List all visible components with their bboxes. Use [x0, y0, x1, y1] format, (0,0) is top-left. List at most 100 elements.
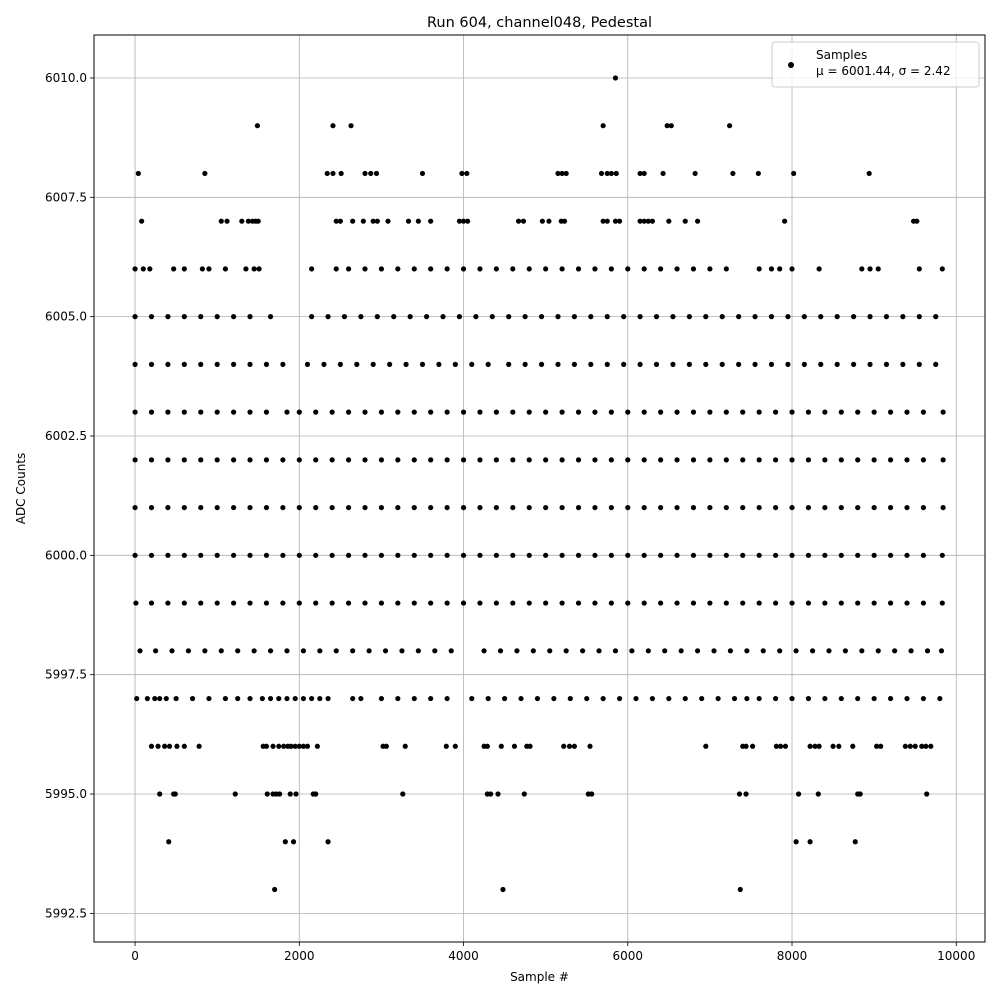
- data-point: [736, 314, 742, 320]
- data-point: [148, 743, 155, 749]
- data-point: [267, 314, 274, 320]
- data-point: [772, 504, 779, 511]
- data-point: [251, 266, 257, 272]
- data-point: [801, 361, 807, 367]
- data-point: [637, 361, 643, 367]
- data-point: [214, 361, 220, 367]
- data-point: [395, 409, 401, 415]
- data-point: [510, 409, 516, 415]
- data-point: [645, 648, 651, 654]
- data-point: [370, 361, 376, 367]
- data-point: [543, 600, 549, 606]
- x-tick-label: 2000: [284, 949, 315, 963]
- data-point: [555, 361, 561, 367]
- data-point: [405, 218, 412, 224]
- data-point: [756, 600, 762, 606]
- data-point: [612, 75, 619, 81]
- data-point: [362, 552, 368, 558]
- data-point: [543, 409, 549, 415]
- data-point: [907, 743, 913, 749]
- data-point: [547, 648, 553, 654]
- data-point: [444, 552, 450, 558]
- data-point: [904, 600, 910, 606]
- data-point: [743, 743, 749, 749]
- data-point: [674, 457, 680, 463]
- data-point: [875, 648, 881, 654]
- data-point: [501, 695, 508, 702]
- data-point: [641, 552, 647, 558]
- data-point: [477, 600, 483, 606]
- data-point: [428, 457, 434, 463]
- data-point: [604, 170, 610, 177]
- data-point: [773, 743, 780, 749]
- data-point: [214, 552, 220, 558]
- data-point: [940, 409, 946, 415]
- data-point: [613, 170, 619, 177]
- data-point: [354, 361, 360, 367]
- y-tick-label: 5997.5: [45, 668, 87, 682]
- data-point: [510, 504, 516, 511]
- data-point: [419, 170, 426, 177]
- data-point: [489, 314, 495, 320]
- data-point: [148, 314, 155, 320]
- data-point: [561, 218, 568, 224]
- y-tick-label: 6010.0: [45, 71, 87, 85]
- data-point: [592, 266, 598, 272]
- data-point: [231, 361, 237, 367]
- data-point: [723, 552, 729, 558]
- data-point: [198, 504, 204, 511]
- data-point: [887, 409, 894, 415]
- data-point: [526, 600, 532, 606]
- data-point: [428, 695, 434, 702]
- data-point: [270, 743, 276, 749]
- data-point: [658, 457, 664, 463]
- data-point: [719, 361, 725, 367]
- data-point: [181, 314, 187, 320]
- data-point: [411, 695, 417, 702]
- y-tick-label: 5992.5: [45, 906, 87, 920]
- data-point: [214, 600, 220, 606]
- data-point: [515, 218, 522, 224]
- data-point: [666, 695, 672, 702]
- chart-title: Run 604, channel048, Pedestal: [427, 15, 652, 31]
- data-point: [132, 457, 138, 463]
- data-point: [805, 695, 812, 702]
- data-point: [296, 552, 302, 558]
- data-point: [641, 504, 647, 511]
- data-point: [822, 695, 828, 702]
- data-point: [600, 218, 606, 224]
- data-point: [522, 314, 528, 320]
- data-point: [132, 504, 138, 511]
- data-point: [280, 457, 286, 463]
- data-point: [731, 695, 738, 702]
- data-point: [526, 504, 532, 511]
- data-point: [460, 457, 467, 463]
- data-point: [871, 457, 877, 463]
- data-point: [789, 457, 795, 463]
- data-point: [370, 218, 376, 224]
- y-axis-ticks: 5992.5 5995.0 5997.5 6000.0 6002.5 6005.0 6007…: [45, 71, 94, 920]
- data-point: [830, 743, 836, 749]
- data-point: [805, 600, 812, 606]
- data-point: [660, 170, 666, 177]
- data-point: [939, 600, 945, 606]
- data-point: [744, 695, 750, 702]
- data-point: [793, 839, 799, 845]
- data-point: [263, 600, 270, 606]
- data-point: [132, 314, 138, 320]
- data-point: [933, 361, 939, 367]
- data-point: [459, 170, 465, 177]
- data-point: [198, 314, 204, 320]
- data-point: [366, 648, 372, 654]
- data-point: [350, 648, 356, 654]
- data-point: [313, 791, 319, 797]
- data-point: [157, 695, 163, 702]
- data-point: [500, 886, 506, 893]
- data-point: [641, 600, 647, 606]
- data-point: [333, 648, 339, 654]
- data-point: [521, 791, 527, 797]
- data-point: [916, 361, 922, 367]
- data-point: [387, 361, 393, 367]
- data-point: [166, 839, 172, 845]
- data-point: [789, 600, 795, 606]
